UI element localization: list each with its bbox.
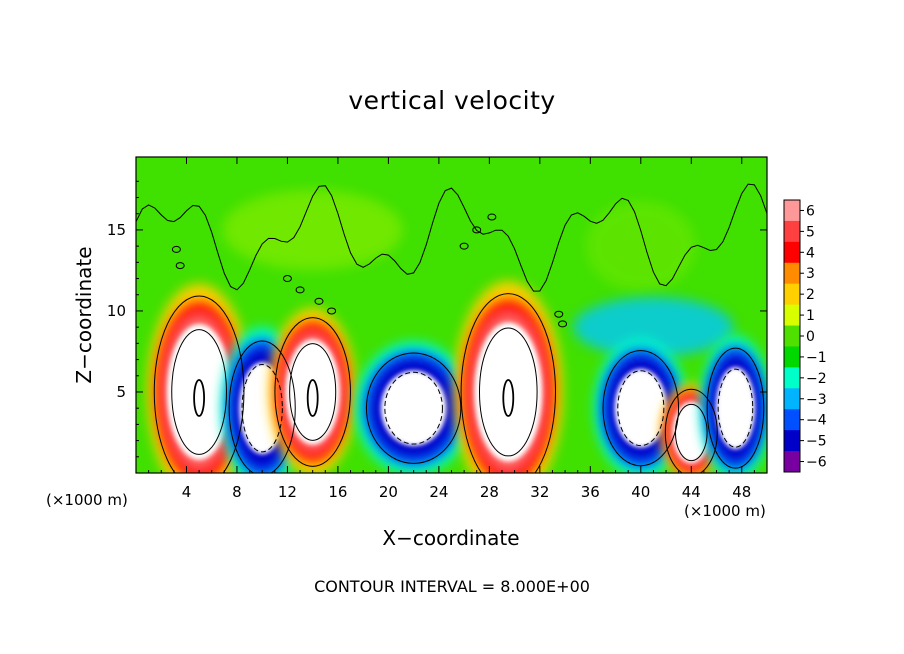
x-axis-ticks: 4 8 12 16 20 24 28 32 36 40 44 48	[148, 157, 755, 501]
y-axis-ticks: 5 10 15	[107, 180, 767, 458]
colorbar-swatch-5	[784, 304, 800, 327]
small-contour-2	[314, 297, 324, 305]
x-tick-label-48: 48	[732, 483, 751, 501]
x-tick-label-28: 28	[480, 483, 499, 501]
updraft-layer-6-3	[672, 401, 710, 464]
colorbar-swatch-11	[784, 430, 800, 452]
colorbar-label-0: 6	[806, 203, 815, 219]
y-tick-label-15: 15	[107, 221, 126, 239]
x-tick-label-8: 8	[232, 483, 242, 501]
downdraft-layer-3-3	[380, 370, 447, 446]
upper-downdraft-haze	[573, 297, 734, 358]
colorbar-label-6: 0	[806, 329, 815, 345]
colorbar-swatch-8	[784, 367, 800, 389]
colorbar-label-2: 4	[806, 245, 815, 261]
updraft-contour-outer-6	[674, 403, 708, 462]
colorbar-swatch-10	[784, 409, 800, 431]
x-unit-label-right: (×1000 m)	[684, 502, 766, 520]
colorbar-label-9: −3	[806, 392, 827, 408]
x-tick-label-12: 12	[278, 483, 297, 501]
x-tick-label-44: 44	[682, 483, 701, 501]
colorbar-swatch-6	[784, 325, 800, 347]
downdraft-zero-contour-1	[228, 340, 296, 473]
updraft-contour-outer-2	[289, 343, 337, 441]
updraft-layer-0-3	[166, 323, 232, 460]
small-contour-9	[171, 245, 181, 253]
downdraft-contour-outer-3	[384, 371, 443, 445]
colorbar-swatch-2	[784, 241, 800, 264]
small-contour-5	[472, 226, 482, 234]
colorbar-swatch-4	[784, 283, 800, 306]
x-tick-label-4: 4	[182, 483, 192, 501]
colorbar-swatch-7	[784, 346, 800, 368]
small-contour-8	[558, 320, 568, 328]
x-tick-label-24: 24	[429, 483, 448, 501]
downdraft-contour-outer-5	[617, 370, 665, 447]
small-contour-3	[327, 307, 337, 315]
x-tick-label-16: 16	[328, 483, 347, 501]
downdraft-zero-contour-5	[602, 350, 680, 467]
chart-title: vertical velocity	[348, 86, 556, 115]
x-tick-label-40: 40	[631, 483, 650, 501]
updraft-core-contour-4	[502, 379, 515, 417]
small-contour-4	[459, 242, 469, 250]
colorbar-label-7: −1	[806, 350, 827, 366]
updraft-zero-contour-4	[460, 293, 556, 473]
updraft-zero-contour-0	[153, 295, 245, 473]
downdraft-layer-7-3	[715, 367, 756, 450]
small-contour-10	[175, 262, 185, 270]
contour-interval-note: CONTOUR INTERVAL = 8.000E+00	[314, 577, 590, 596]
downdraft-layer-5-3	[614, 368, 668, 448]
colorbar: 6 5 4 3 2 1 0 −1 −2 −3 −4 −5 −6	[783, 199, 827, 473]
colorbar-label-5: 1	[806, 308, 815, 324]
x-axis-label: X−coordinate	[382, 526, 520, 550]
colorbar-label-4: 2	[806, 287, 815, 303]
small-contour-0	[282, 275, 292, 283]
upper-updraft-haze	[222, 189, 403, 270]
upper-zero-contour	[136, 183, 767, 292]
updraft-contour-outer-4	[478, 327, 538, 457]
upper-haze-right	[585, 201, 696, 292]
updraft-core-contour-2	[306, 379, 319, 417]
colorbar-swatch-12	[784, 451, 800, 473]
colorbar-label-1: 5	[806, 224, 815, 240]
small-contour-6	[487, 213, 497, 221]
colorbar-label-10: −4	[806, 413, 827, 429]
updraft-layer-2-3	[285, 339, 340, 445]
colorbar-label-3: 3	[806, 266, 815, 282]
small-contour-1	[295, 286, 305, 294]
colorbar-swatch-3	[784, 262, 800, 285]
downdraft-contour-outer-1	[241, 363, 283, 453]
small-contour-7	[554, 310, 564, 318]
x-tick-label-32: 32	[530, 483, 549, 501]
contour-lines	[136, 183, 767, 473]
x-tick-label-36: 36	[581, 483, 600, 501]
x-tick-label-20: 20	[379, 483, 398, 501]
updraft-contour-outer-0	[171, 329, 227, 455]
colorbar-label-8: −2	[806, 371, 827, 387]
colorbar-label-11: −5	[806, 434, 827, 450]
y-tick-label-10: 10	[107, 302, 126, 320]
colorbar-swatch-0	[784, 200, 800, 222]
colorbar-label-12: −6	[806, 455, 827, 471]
downdraft-zero-contour-3	[365, 352, 462, 464]
updraft-layer-4-3	[474, 322, 543, 462]
colorbar-swatch-9	[784, 388, 800, 410]
velocity-field	[136, 157, 767, 473]
x-unit-label-left: (×1000 m)	[46, 491, 128, 509]
colorbar-swatch-1	[784, 220, 800, 243]
updraft-core-contour-0	[193, 379, 206, 417]
downdraft-contour-outer-7	[717, 368, 754, 448]
updraft-zero-contour-2	[274, 317, 351, 467]
updraft-zero-contour-6	[664, 388, 718, 473]
downdraft-zero-contour-7	[706, 347, 765, 469]
y-tick-label-5: 5	[116, 383, 126, 401]
